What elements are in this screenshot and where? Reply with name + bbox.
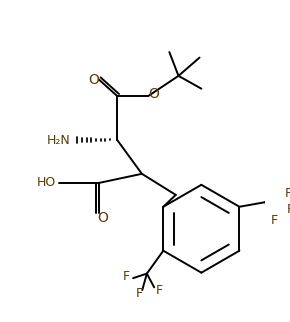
Text: O: O xyxy=(148,87,159,101)
Text: F: F xyxy=(271,214,278,227)
Text: O: O xyxy=(97,211,108,225)
Text: F: F xyxy=(287,203,290,216)
Text: F: F xyxy=(156,284,163,298)
Text: F: F xyxy=(285,186,290,200)
Text: F: F xyxy=(136,287,143,300)
Text: HO: HO xyxy=(37,176,56,189)
Text: O: O xyxy=(88,72,99,87)
Text: H₂N: H₂N xyxy=(47,134,70,147)
Text: F: F xyxy=(123,270,130,283)
